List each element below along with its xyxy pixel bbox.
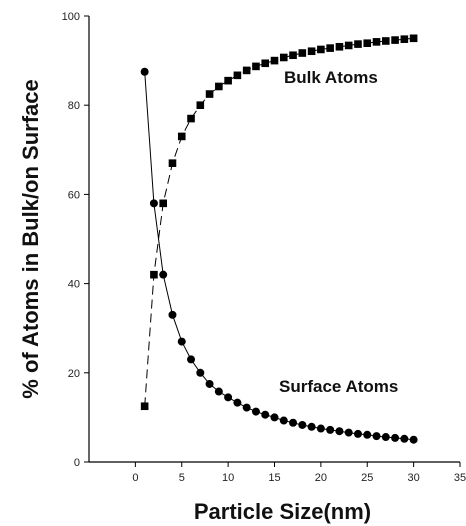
x-tick-label: 5 — [179, 472, 185, 484]
data-point-square — [289, 51, 297, 60]
data-point-square — [168, 159, 177, 167]
data-point-square — [205, 90, 214, 98]
data-point-circle — [261, 410, 270, 419]
data-point-square — [140, 402, 149, 411]
data-point-circle — [270, 413, 279, 422]
data-point-circle — [205, 379, 214, 388]
data-point-circle — [224, 393, 233, 402]
x-tick-label: 10 — [222, 472, 234, 484]
data-point-square — [196, 101, 205, 109]
x-tick-label: 15 — [268, 472, 280, 484]
x-tick-label: 0 — [132, 472, 138, 484]
y-tick-label: 60 — [68, 189, 80, 201]
data-point-square — [298, 49, 307, 57]
data-point-square — [177, 132, 186, 141]
data-point-square — [409, 34, 418, 43]
series-layer — [140, 34, 418, 444]
series-surface-atoms — [140, 67, 418, 444]
data-point-square — [270, 56, 279, 65]
annotation-bulk-atoms: Bulk Atoms — [284, 68, 378, 87]
data-point-circle — [307, 422, 316, 431]
y-axis-title: % of Atoms in Bulk/on Surface — [18, 79, 43, 398]
data-point-circle — [187, 355, 196, 364]
data-point-square — [224, 76, 232, 85]
y-tick-label: 100 — [62, 11, 80, 23]
data-point-circle — [372, 432, 381, 441]
data-point-circle — [381, 433, 390, 442]
data-point-square — [326, 44, 334, 52]
data-point-circle — [400, 434, 409, 443]
data-point-square — [215, 82, 223, 91]
data-point-circle — [177, 337, 186, 346]
data-point-square — [150, 270, 158, 279]
data-point-square — [372, 38, 381, 46]
data-point-square — [252, 62, 260, 71]
data-point-square — [344, 41, 353, 50]
data-point-square — [363, 39, 372, 48]
y-tick-label: 20 — [68, 368, 80, 380]
axes: 0 20 40 60 80 100 0 5 10 15 20 25 30 35 — [62, 11, 466, 484]
data-point-circle — [196, 368, 205, 377]
x-tick-label: 20 — [315, 472, 327, 484]
data-point-circle — [289, 418, 298, 427]
data-point-circle — [251, 407, 260, 416]
series-bulk-atoms — [140, 34, 418, 411]
data-point-square — [233, 71, 242, 80]
data-point-circle — [316, 424, 325, 433]
annotation-surface-atoms: Surface Atoms — [279, 377, 398, 396]
data-point-square — [354, 40, 362, 48]
data-point-circle — [233, 398, 242, 407]
data-point-circle — [298, 420, 307, 429]
data-point-square — [242, 66, 251, 75]
data-point-square — [335, 42, 344, 51]
data-point-circle — [214, 387, 223, 396]
data-point-circle — [344, 428, 353, 437]
data-point-circle — [242, 403, 251, 412]
data-point-circle — [279, 416, 288, 425]
data-point-square — [382, 37, 390, 45]
data-point-square — [261, 59, 270, 68]
x-tick-label: 35 — [454, 472, 466, 484]
data-point-circle — [168, 310, 177, 319]
data-point-circle — [140, 67, 149, 76]
data-point-circle — [363, 430, 372, 439]
x-tick-label: 25 — [361, 472, 373, 484]
y-tick-label: 40 — [68, 279, 80, 291]
x-axis-title: Particle Size(nm) — [194, 499, 371, 524]
data-point-square — [307, 47, 316, 56]
data-point-circle — [409, 435, 418, 444]
labels: Particle Size(nm) % of Atoms in Bulk/on … — [18, 68, 398, 524]
data-point-square — [317, 45, 325, 54]
y-tick-label: 0 — [74, 457, 80, 469]
x-tick-label: 30 — [408, 472, 420, 484]
data-point-square — [279, 53, 288, 62]
data-point-circle — [353, 429, 362, 438]
data-point-square — [159, 199, 167, 208]
data-point-circle — [391, 433, 400, 442]
series-line — [144, 37, 414, 407]
data-point-square — [400, 35, 409, 43]
data-point-circle — [335, 427, 344, 436]
data-point-circle — [149, 199, 158, 208]
y-tick-label: 80 — [68, 100, 80, 112]
data-point-circle — [326, 425, 335, 434]
data-point-square — [391, 36, 399, 44]
data-point-square — [187, 114, 195, 123]
data-point-circle — [159, 270, 168, 279]
